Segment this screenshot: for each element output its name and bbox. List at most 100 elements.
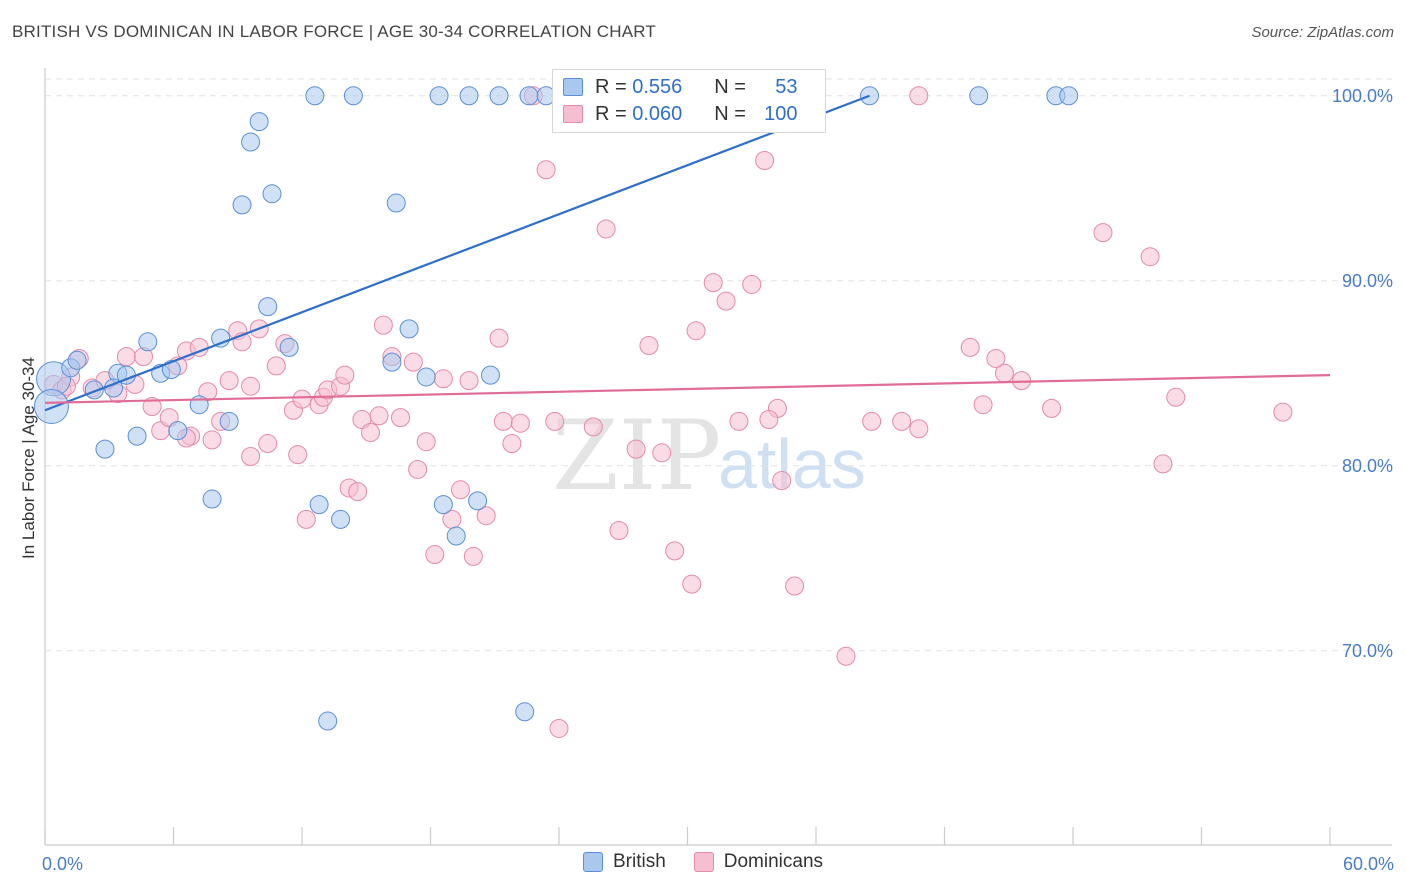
dominican-point: [785, 576, 805, 596]
dominican-point: [425, 545, 445, 565]
dominicans-legend-swatch: [693, 852, 714, 872]
y-axis-label: In Labor Force | Age 30-34: [19, 357, 38, 559]
british-n-label: N =: [714, 75, 746, 98]
british-point: [468, 491, 488, 511]
dominicans-r-label: R =: [595, 102, 627, 125]
british-point: [399, 319, 419, 339]
dominicans-swatch: [563, 105, 583, 123]
dominican-point: [450, 480, 470, 500]
dominican-point: [596, 219, 616, 239]
dominican-point: [909, 86, 929, 106]
dominican-point: [1166, 387, 1186, 407]
british-n-value: 53: [775, 75, 798, 98]
dominican-point: [361, 422, 381, 442]
british-point: [127, 426, 147, 446]
british-point: [382, 352, 402, 372]
dominicans-trend-line: [44, 374, 1331, 404]
dominican-point: [258, 434, 278, 454]
british-point: [309, 495, 329, 515]
correlation-legend: R = 0.556 N = 53 R = 0.060 N = 100: [552, 69, 826, 133]
dominican-point: [1273, 402, 1293, 422]
dominican-point: [502, 434, 522, 454]
dominican-point: [626, 439, 646, 459]
dominican-point: [416, 432, 436, 452]
dominican-point: [408, 459, 428, 479]
legend-row-dominicans: R = 0.060 N = 100: [563, 102, 798, 126]
dominican-point: [549, 718, 569, 738]
british-point: [318, 711, 338, 731]
british-point: [969, 86, 989, 106]
dominican-point: [348, 482, 368, 502]
dominican-point: [772, 471, 792, 491]
dominican-point: [335, 365, 355, 385]
legend-item-dominicans[interactable]: Dominicans: [693, 851, 823, 873]
dominican-point: [1140, 247, 1160, 267]
dominicans-r-value: 0.060: [632, 102, 683, 125]
y-tick-label: 100.0%: [1332, 86, 1393, 106]
dominican-point: [202, 430, 222, 450]
british-point: [168, 421, 188, 441]
british-point: [67, 350, 87, 370]
british-point: [386, 193, 406, 213]
british-r-label: R =: [595, 75, 627, 98]
dominican-point: [142, 397, 162, 417]
dominican-point: [493, 411, 513, 431]
british-point: [343, 86, 363, 106]
british-swatch: [563, 78, 583, 96]
dominican-point: [476, 506, 496, 526]
dominicans-n-value: 100: [764, 102, 798, 125]
british-point: [429, 86, 449, 106]
dominican-point: [545, 411, 565, 431]
series-legend: British Dominicans: [0, 851, 1406, 873]
dominican-point: [583, 417, 603, 437]
dominican-point: [716, 291, 736, 311]
dominican-point: [892, 411, 912, 431]
y-tick-label: 70.0%: [1342, 641, 1393, 661]
dominican-point: [609, 521, 629, 540]
british-legend-label: British: [612, 851, 666, 872]
dominican-point: [836, 646, 856, 666]
dominican-point: [266, 356, 286, 376]
british-point: [446, 526, 466, 546]
legend-item-british[interactable]: British: [582, 851, 666, 873]
dominican-point: [682, 574, 702, 594]
british-point: [433, 495, 453, 515]
dominican-point: [369, 406, 389, 426]
dominican-point: [909, 419, 929, 439]
dominican-point: [665, 541, 685, 561]
dominican-point: [1093, 223, 1113, 243]
dominican-point: [686, 321, 706, 341]
source-label: Source: ZipAtlas.com: [1251, 24, 1394, 41]
dominican-point: [1153, 454, 1173, 474]
dominican-point: [403, 352, 423, 372]
british-points: [33, 86, 1079, 731]
british-point: [489, 86, 509, 106]
y-tick-label: 90.0%: [1342, 271, 1393, 291]
british-legend-swatch: [582, 852, 603, 872]
british-point: [305, 86, 325, 106]
dominican-point: [703, 273, 723, 293]
british-point: [480, 365, 500, 385]
british-point: [161, 360, 181, 380]
dominican-point: [292, 389, 312, 409]
british-point: [33, 389, 69, 425]
watermark-atlas: atlas: [718, 425, 866, 503]
dominican-point: [489, 328, 509, 348]
dominican-point: [391, 408, 411, 428]
british-point: [202, 489, 222, 509]
dominican-point: [742, 274, 762, 294]
dominican-point: [1042, 398, 1062, 418]
british-point: [515, 702, 535, 722]
x-tick-label: 0.0%: [42, 854, 83, 874]
x-tick-label: 60.0%: [1343, 854, 1394, 874]
dominican-point: [288, 445, 308, 465]
british-point: [241, 132, 261, 152]
british-point: [331, 509, 351, 529]
dominican-point: [755, 151, 775, 170]
british-point: [84, 380, 104, 400]
british-point: [232, 195, 252, 215]
axes: [44, 68, 1392, 846]
british-point: [459, 86, 479, 106]
british-trend-line: [44, 94, 870, 412]
